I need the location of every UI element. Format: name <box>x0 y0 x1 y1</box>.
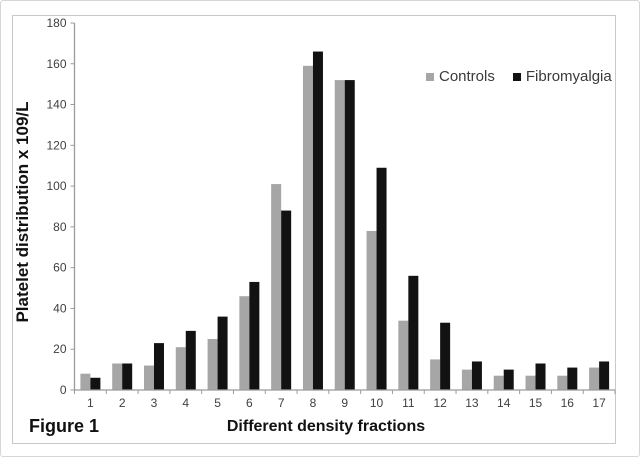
bar-controls-16 <box>557 375 568 390</box>
legend-item-controls: Controls <box>426 68 495 85</box>
bar-fibromyalgia-11 <box>408 275 419 390</box>
x-tick-label: 5 <box>214 396 221 410</box>
bar-controls-1 <box>80 373 91 390</box>
bar-fibromyalgia-8 <box>312 51 323 391</box>
controls-swatch-icon <box>426 72 434 81</box>
x-tick-label: 12 <box>433 396 447 410</box>
bar-fibromyalgia-13 <box>471 361 482 390</box>
bar-controls-12 <box>430 359 441 390</box>
y-tick-label: 100 <box>46 179 66 193</box>
y-tick-label: 80 <box>53 220 67 234</box>
x-axis-title: Different density fractions <box>226 418 426 435</box>
bar-controls-5 <box>207 339 218 390</box>
x-tick-label: 4 <box>182 396 189 410</box>
bar-controls-9 <box>334 80 345 390</box>
bar-fibromyalgia-14 <box>503 369 514 390</box>
y-tick-label: 140 <box>46 98 66 112</box>
y-tick-label: 0 <box>60 383 67 397</box>
x-tick-label: 1 <box>87 396 94 410</box>
bar-fibromyalgia-17 <box>599 361 610 390</box>
x-tick-label: 13 <box>465 396 479 410</box>
bar-fibromyalgia-2 <box>122 363 133 390</box>
x-tick-label: 6 <box>246 396 253 410</box>
bar-controls-8 <box>302 65 313 391</box>
x-tick-label: 17 <box>592 396 606 410</box>
bar-controls-7 <box>271 184 282 390</box>
bar-fibromyalgia-4 <box>185 330 196 390</box>
x-tick-label: 7 <box>278 396 285 410</box>
y-tick-label: 120 <box>46 138 66 152</box>
y-tick-label: 20 <box>53 342 67 356</box>
x-tick-label: 9 <box>341 396 348 410</box>
bar-controls-6 <box>239 296 250 390</box>
bar-fibromyalgia-16 <box>567 367 578 390</box>
legend-item-fibromyalgia: Fibromyalgia <box>512 68 612 85</box>
bar-fibromyalgia-3 <box>153 343 164 390</box>
bar-controls-13 <box>461 369 472 390</box>
x-tick-label: 10 <box>370 396 384 410</box>
x-tick-label: 8 <box>310 396 317 410</box>
bar-fibromyalgia-10 <box>376 167 387 390</box>
figure-caption: Figure 1 <box>29 416 100 436</box>
y-tick-label: 60 <box>53 261 67 275</box>
legend-label-controls: Controls <box>439 68 495 85</box>
bar-controls-10 <box>366 230 377 390</box>
bar-controls-14 <box>493 375 504 390</box>
bar-controls-2 <box>112 363 123 390</box>
bar-fibromyalgia-7 <box>281 210 292 390</box>
bar-fibromyalgia-9 <box>344 80 355 390</box>
bar-controls-4 <box>175 347 186 390</box>
chart-legend: Controls Fibromyalgia <box>426 68 612 85</box>
y-tick-label: 40 <box>53 301 67 315</box>
bar-fibromyalgia-12 <box>440 322 451 390</box>
bar-fibromyalgia-6 <box>249 281 260 390</box>
x-tick-label: 16 <box>561 396 575 410</box>
bar-fibromyalgia-5 <box>217 316 228 390</box>
bar-controls-11 <box>398 320 409 390</box>
bar-controls-3 <box>143 365 154 390</box>
y-axis-title: Platelet distribution x 109/L <box>13 101 32 323</box>
x-tick-label: 2 <box>119 396 126 410</box>
bar-controls-17 <box>589 367 600 390</box>
bar-fibromyalgia-1 <box>90 377 101 390</box>
x-tick-label: 15 <box>529 396 543 410</box>
bar-fibromyalgia-15 <box>535 363 546 390</box>
x-tick-label: 14 <box>497 396 511 410</box>
fibromyalgia-swatch-icon <box>512 72 521 81</box>
y-tick-label: 180 <box>46 16 66 30</box>
x-tick-label: 11 <box>402 396 415 410</box>
bar-controls-15 <box>525 375 536 390</box>
x-tick-label: 3 <box>151 396 158 410</box>
legend-label-fibromyalgia: Fibromyalgia <box>525 68 612 85</box>
y-tick-label: 160 <box>46 57 66 71</box>
